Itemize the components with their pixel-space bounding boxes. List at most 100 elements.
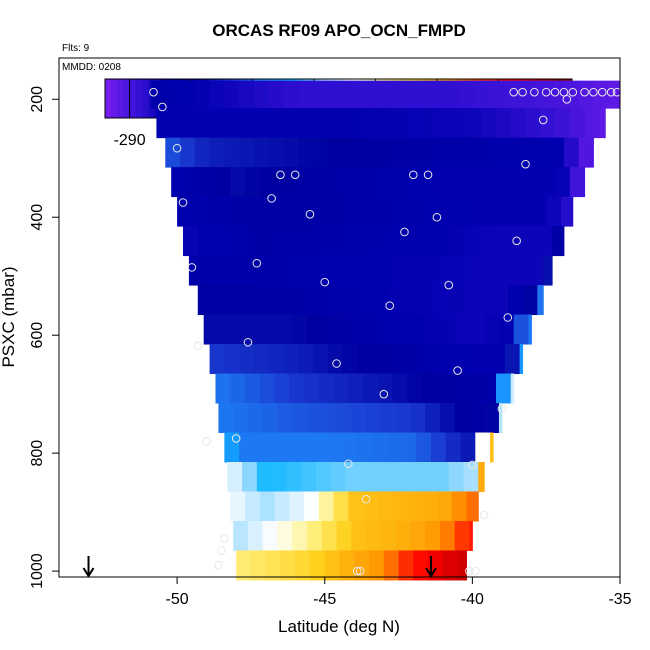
heatmap-cell [398,550,414,581]
data-point [468,460,477,470]
heatmap-cell [377,373,394,404]
heatmap-cell [484,314,500,345]
heatmap-cell [416,137,432,168]
heatmap-cell [371,80,388,109]
heatmap-cell [416,80,432,109]
heatmap-cell [481,167,497,198]
heatmap-cell [259,373,276,404]
heatmap-cell [292,255,308,286]
heatmap-cell [531,196,547,227]
heatmap-cell [481,373,497,404]
data-point [612,87,622,97]
data-point [559,87,569,97]
heatmap-cell [490,80,506,109]
heatmap-cell [262,314,278,345]
y-tick-label: 600 [29,322,46,349]
heatmap-cell [371,432,388,463]
heatmap-cell [377,491,394,522]
heatmap-cell [404,226,420,257]
heatmap-cell [206,196,222,227]
heatmap-cell [351,520,367,551]
heatmap-cell [351,314,367,345]
data-point [589,87,598,97]
y-tick-label: 400 [29,204,46,231]
heatmap-cell [466,491,479,522]
heatmap-cell [247,255,264,286]
y-tick-label: 1000 [29,553,46,589]
heatmap-cell [224,344,240,375]
heatmap-cell [401,344,417,375]
heatmap-cell [230,491,246,522]
heatmap-cell [239,432,255,463]
heatmap-cell [256,226,273,257]
heatmap-cell [401,432,417,463]
heatmap-cell [327,344,343,375]
heatmap-cell [233,314,249,345]
heatmap-cell [191,196,208,227]
data-point [568,87,578,97]
heatmap-cell [239,80,255,109]
colorbar-swatch [111,79,118,118]
heatmap-cell [366,403,382,434]
heatmap-cell [436,491,453,522]
heatmap-cell [218,403,234,434]
heatmap-cell [230,373,246,404]
heatmap-cell [504,137,521,168]
data-point [379,389,389,399]
heatmap-cell [236,550,252,581]
heatmap-cell [259,108,276,139]
heatmap-cell [389,226,405,257]
heatmap-cell [318,167,335,198]
data-point [518,87,527,97]
heatmap-cell [395,314,411,345]
heatmap-cell [304,108,320,139]
heatmap-cell [475,432,491,463]
heatmap-cell [366,520,382,551]
data-point [231,434,241,443]
heatmap-cell [425,520,441,551]
x-tick-label: -45 [313,591,336,608]
heatmap-cell [366,314,382,345]
heatmap-cell [380,255,397,286]
heatmap-cell [301,226,317,257]
heatmap-cell [439,520,456,551]
y-axis-label: PSXC (mbar) [0,266,18,367]
heatmap-cell [469,255,485,286]
heatmap-cell [392,491,408,522]
heatmap-cell [380,520,397,551]
heatmap-cell [289,167,305,198]
data-point [214,560,223,570]
x-tick-label: -35 [608,591,631,608]
data-point [597,87,607,97]
heatmap-cell [283,137,299,168]
heatmap-cell [519,80,535,109]
heatmap-cell [407,167,423,198]
heatmap-cell [348,167,364,198]
y-tick-label: 200 [29,86,46,113]
heatmap-cell [436,167,453,198]
data-point [453,366,462,375]
heatmap-cell [315,461,332,492]
heatmap-cell [466,167,482,198]
heatmap-cell [259,167,276,198]
heatmap-cell [354,196,370,227]
heatmap-cell [209,137,225,168]
heatmap-cell [224,137,240,168]
heatmap-cell [330,226,346,257]
heatmap-cell [357,344,373,375]
heatmap-cell [274,108,290,139]
heatmap-cell [289,491,305,522]
heatmap-cell [501,196,518,227]
heatmap-cell [439,403,456,434]
heatmap-cell [265,196,281,227]
heatmap-cell [445,137,462,168]
heatmap-cell [165,137,181,168]
heatmap-cell [277,520,293,551]
heatmap-cell [495,373,512,404]
data-point [606,87,616,97]
heatmap-cell [451,108,467,139]
data-point [400,227,409,237]
heatmap-cell [183,226,199,257]
heatmap-cell [431,80,447,109]
heatmap-cell [212,285,228,316]
